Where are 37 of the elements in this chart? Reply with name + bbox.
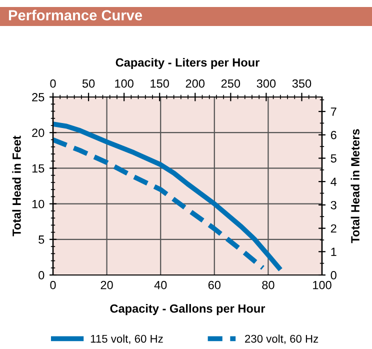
- x2-tick-label: 100: [115, 79, 134, 88]
- chart-title: Performance Curve: [8, 10, 142, 20]
- x2-axis-title: Capacity - Liters per Hour: [116, 58, 260, 69]
- y2-tick-label: 0: [330, 271, 336, 280]
- x-tick-label: 80: [262, 280, 274, 290]
- x2-tick-label: 50: [82, 79, 95, 88]
- x-tick-label: 100: [313, 280, 332, 290]
- legend-label: 230 volt, 60 Hz: [245, 334, 318, 344]
- x-tick-label: 60: [208, 280, 221, 290]
- x2-tick-label: 0: [50, 79, 56, 88]
- x-tick-label: 0: [50, 280, 56, 290]
- y-tick-label: 15: [32, 164, 44, 173]
- y2-tick-label: 4: [330, 178, 337, 186]
- legend-label: 115 volt, 60 Hz: [90, 334, 163, 344]
- x-axis-title: Capacity - Gallons per Hour: [110, 304, 266, 316]
- y-tick-label: 5: [38, 236, 44, 244]
- y2-tick-label: 5: [330, 154, 336, 163]
- y-tick-label: 20: [32, 128, 44, 137]
- y2-tick-label: 1: [331, 248, 336, 256]
- y-tick-label: 0: [38, 271, 44, 280]
- line-series: [53, 122, 282, 270]
- y2-tick-label: 3: [330, 200, 336, 210]
- y2-tick-label: 2: [330, 224, 336, 233]
- line-series: [53, 137, 266, 270]
- y2-tick-label: 7: [330, 108, 336, 116]
- y-tick-label: 10: [32, 200, 44, 208]
- y2-axis-title: Total Head in Meters: [350, 129, 360, 244]
- x2-tick-label: 350: [292, 79, 312, 88]
- y-axis-title: Total Head in Feet: [12, 136, 21, 236]
- x-tick-label: 40: [154, 280, 167, 290]
- x2-tick-label: 150: [150, 79, 169, 88]
- x2-tick-label: 200: [186, 79, 205, 88]
- x2-tick-label: 300: [256, 79, 276, 88]
- y-tick-label: 25: [32, 93, 44, 102]
- x2-tick-label: 250: [221, 79, 240, 88]
- x-tick-label: 20: [100, 280, 113, 290]
- y2-tick-label: 6: [330, 130, 336, 140]
